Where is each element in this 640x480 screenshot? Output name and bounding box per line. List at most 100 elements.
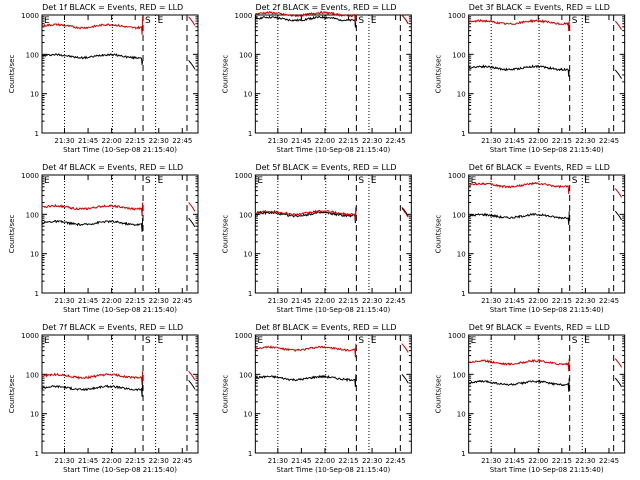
y-axis-label: Counts/sec <box>221 215 229 254</box>
series-line-events-post <box>614 377 622 388</box>
series-line-lld <box>41 371 144 385</box>
x-tick-label: 22:45 <box>172 457 192 465</box>
x-tick-label: 21:30 <box>54 297 74 305</box>
series-line-lld-post <box>188 16 196 26</box>
chart-title: Det 9f BLACK = Events, RED = LLD <box>469 323 610 332</box>
chart-panel-5: Det 5f BLACK = Events, RED = LLD 1 10 100 10… <box>221 163 412 314</box>
plot-frame <box>468 174 626 294</box>
x-axis-label: Start Time (10-Sep-08 21:15:40) <box>276 306 390 314</box>
y-axis-label: Counts/sec <box>8 215 16 254</box>
x-tick-label: 22:30 <box>575 137 595 145</box>
y-tick-label: 100 <box>452 211 465 219</box>
plot-frame <box>254 174 412 294</box>
x-tick-label: 22:15 <box>552 457 572 465</box>
y-tick-label: 1 <box>35 130 39 138</box>
y-tick-label: 1 <box>35 450 39 458</box>
x-tick-label: 22:15 <box>552 137 572 145</box>
plot-frame <box>41 14 199 134</box>
event-marker-label: E <box>158 176 164 186</box>
event-marker-label: E <box>371 16 377 26</box>
x-tick-label: 22:00 <box>102 457 122 465</box>
plot-frame <box>254 14 412 134</box>
x-tick-label: 22:45 <box>172 137 192 145</box>
y-axis-label: Counts/sec <box>221 375 229 414</box>
series-line-lld <box>41 202 144 217</box>
y-axis-label: Counts/sec <box>435 215 443 254</box>
y-tick-label: 100 <box>26 51 39 59</box>
series-line-lld-post <box>401 343 409 353</box>
event-marker-label: S <box>145 336 151 346</box>
x-tick-label: 22:00 <box>315 137 335 145</box>
series-line-lld-post <box>401 14 409 24</box>
y-tick-label: 1 <box>248 290 252 298</box>
x-tick-label: 22:45 <box>172 297 192 305</box>
x-tick-label: 22:00 <box>102 297 122 305</box>
chart-title: Det 4f BLACK = Events, RED = LLD <box>42 163 183 172</box>
series-line-events <box>41 380 144 397</box>
x-tick-label: 22:00 <box>102 137 122 145</box>
y-tick-label: 1 <box>461 290 465 298</box>
y-tick-label: 1 <box>461 130 465 138</box>
event-marker-label: E <box>371 176 377 186</box>
y-tick-label: 1000 <box>21 332 39 340</box>
chart-title: Det 8f BLACK = Events, RED = LLD <box>255 323 396 332</box>
event-marker-label: S <box>358 16 364 26</box>
series-line-events-post <box>401 373 409 384</box>
series-line-lld <box>468 181 570 194</box>
event-marker-label: S <box>358 336 364 346</box>
x-tick-label: 22:30 <box>149 297 169 305</box>
y-tick-label: 100 <box>239 371 252 379</box>
y-tick-label: 1000 <box>448 172 466 180</box>
y-axis-label: Counts/sec <box>435 55 443 94</box>
x-tick-label: 21:30 <box>268 137 288 145</box>
y-tick-label: 1 <box>248 450 252 458</box>
chart-title: Det 5f BLACK = Events, RED = LLD <box>255 163 396 172</box>
x-axis-label: Start Time (10-Sep-08 21:15:40) <box>276 146 390 154</box>
series-line-lld <box>254 208 357 222</box>
x-tick-label: 22:00 <box>528 457 548 465</box>
x-tick-label: 21:30 <box>481 137 501 145</box>
x-tick-label: 21:30 <box>268 297 288 305</box>
y-tick-label: 1000 <box>21 12 39 20</box>
y-tick-label: 10 <box>243 251 252 259</box>
series-line-lld-post <box>401 208 409 218</box>
chart-panel-3: Det 3f BLACK = Events, RED = LLD 1 10 100 10… <box>435 3 626 154</box>
y-axis-label: Counts/sec <box>435 375 443 414</box>
event-marker-label: E <box>584 336 590 346</box>
event-marker-label: S <box>145 176 151 186</box>
x-tick-label: 22:30 <box>362 137 382 145</box>
y-tick-label: 100 <box>452 51 465 59</box>
series-line-lld <box>254 10 357 23</box>
series-line-events <box>468 64 570 77</box>
y-axis-label: Counts/sec <box>8 375 16 414</box>
x-tick-label: 21:30 <box>481 457 501 465</box>
event-marker-label: E <box>471 176 477 186</box>
x-tick-label: 21:45 <box>78 457 98 465</box>
plot-frame <box>41 334 199 454</box>
y-tick-label: 1000 <box>235 332 253 340</box>
series-line-events-post <box>614 69 622 79</box>
x-tick-label: 22:15 <box>338 297 358 305</box>
x-axis-label: Start Time (10-Sep-08 21:15:40) <box>63 146 177 154</box>
x-tick-label: 21:45 <box>505 457 525 465</box>
event-marker-label: E <box>471 336 477 346</box>
series-line-events-post <box>188 60 196 70</box>
y-tick-label: 10 <box>30 251 39 259</box>
series-line-events <box>468 211 570 225</box>
x-tick-label: 21:45 <box>505 137 525 145</box>
series-line-events-post <box>188 380 196 390</box>
x-tick-label: 22:45 <box>599 457 619 465</box>
plot-frame <box>41 174 199 294</box>
event-marker-label: S <box>572 336 578 346</box>
plot-frame <box>254 334 412 454</box>
event-marker-label: E <box>44 176 50 186</box>
event-marker-label: S <box>572 176 578 186</box>
x-tick-label: 22:30 <box>362 297 382 305</box>
event-marker-label: E <box>158 16 164 26</box>
x-tick-label: 21:45 <box>78 297 98 305</box>
x-axis-label: Start Time (10-Sep-08 21:15:40) <box>63 306 177 314</box>
y-tick-label: 1000 <box>21 172 39 180</box>
x-tick-label: 22:30 <box>149 137 169 145</box>
x-tick-label: 22:15 <box>125 297 145 305</box>
series-line-lld-post <box>188 370 196 381</box>
